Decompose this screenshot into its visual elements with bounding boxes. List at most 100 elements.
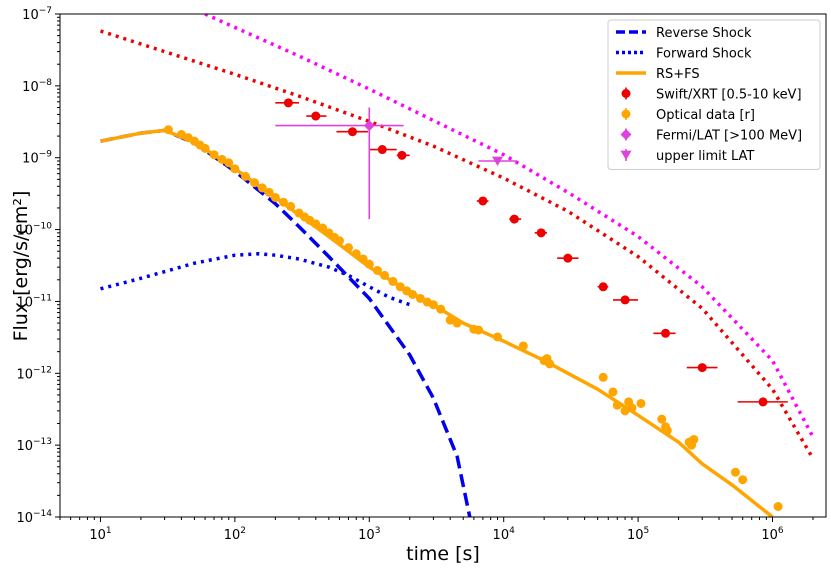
- optical-data-r-point: [452, 318, 462, 328]
- optical-data-r-point: [278, 197, 288, 207]
- optical-data-r-point: [395, 282, 405, 292]
- optical-data-r-point: [408, 289, 418, 299]
- x-tick-label: 105: [627, 526, 649, 543]
- optical-data-r-point: [518, 341, 528, 351]
- optical-data-r-point: [689, 434, 699, 444]
- optical-data-r-point: [358, 254, 368, 264]
- optical-data-r-point: [773, 501, 783, 511]
- optical-data-r-point: [620, 406, 630, 416]
- legend-swatch: [620, 149, 632, 161]
- legend-label: Reverse Shock: [656, 26, 752, 41]
- legend-label: Forward Shock: [656, 47, 752, 62]
- optical-data-r-point: [436, 304, 446, 314]
- swift-xrt-0-5-10-kev-series: [275, 98, 788, 407]
- legend-label: Swift/XRT [0.5-10 keV]: [656, 88, 802, 103]
- optical-data-r-point: [200, 143, 210, 153]
- y-tick-label: 10−12: [16, 365, 52, 382]
- optical-data-r-point: [657, 414, 667, 424]
- y-tick-label: 10−10: [16, 222, 52, 239]
- model-curve-4: [99, 29, 815, 460]
- legend-item-forward-shock: Forward Shock: [616, 47, 752, 62]
- optical-data-r-point: [311, 219, 321, 229]
- model-curve-5: [204, 14, 815, 438]
- legend-swatch: [621, 87, 631, 100]
- y-axis: 10−14 10−13 10−12 10−11 10−10 10−9 10−8 10−7: [16, 6, 60, 526]
- optical-data-r-series: [163, 125, 783, 511]
- legend-item-fermi-lat-100-mev: Fermi/LAT [>100 MeV]: [620, 128, 802, 144]
- optical-data-r-point: [636, 398, 646, 408]
- optical-data-r-point: [388, 276, 398, 286]
- x-tick-label: 104: [493, 526, 516, 543]
- swift-xrt-0-5-10-kev-point: [653, 328, 676, 338]
- swift-xrt-0-5-10-kev-point: [306, 111, 327, 121]
- x-tick-label: 103: [358, 526, 380, 543]
- swift-xrt-0-5-10-kev-point: [686, 363, 718, 373]
- x-axis: 101 102 103 104 105 106: [59, 517, 814, 543]
- optical-data-r-point: [474, 325, 484, 335]
- swift-xrt-0-5-10-kev-point: [509, 214, 522, 224]
- optical-data-r-point: [545, 359, 555, 369]
- optical-data-r-point: [415, 293, 425, 303]
- y-axis-label: Flux [erg/s/cm²]: [10, 191, 32, 342]
- optical-data-r-point: [163, 125, 173, 135]
- upper-limit-lat-point: [478, 156, 517, 166]
- legend-item-rs-fs: RS+FS: [616, 67, 700, 82]
- optical-data-r-point: [445, 315, 455, 325]
- swift-xrt-0-5-10-kev-point: [534, 228, 548, 238]
- legend-box: [607, 19, 821, 170]
- legend-label: RS+FS: [656, 67, 700, 82]
- plot-frame: [59, 13, 827, 518]
- swift-xrt-0-5-10-kev-point: [336, 127, 369, 137]
- optical-data-r-point: [598, 372, 608, 382]
- y-tick-label: 10−13: [16, 437, 52, 454]
- optical-data-r-point: [428, 300, 438, 310]
- legend-item-upper-limit-lat: upper limit LAT: [620, 149, 754, 164]
- optical-data-r-point: [612, 400, 622, 410]
- legend-item-optical-data-r: Optical data [r]: [621, 108, 755, 123]
- optical-data-r-point: [351, 249, 361, 259]
- legend-label: Fermi/LAT [>100 MeV]: [656, 129, 802, 144]
- y-tick-label: 10−9: [22, 150, 52, 167]
- y-tick-label: 10−8: [22, 78, 52, 95]
- y-tick-label: 10−11: [16, 293, 52, 310]
- optical-data-r-point: [318, 223, 328, 233]
- optical-data-r-point: [493, 332, 503, 342]
- y-tick-label: 10−14: [16, 509, 52, 526]
- optical-data-r-point: [380, 270, 390, 280]
- legend-label: upper limit LAT: [656, 149, 754, 164]
- optical-data-r-point: [264, 187, 274, 197]
- x-tick-label: 101: [89, 526, 111, 543]
- optical-data-r-point: [662, 425, 672, 435]
- swift-xrt-0-5-10-kev-point: [275, 98, 300, 108]
- swift-xrt-0-5-10-kev-point: [476, 196, 489, 206]
- optical-data-r-point: [286, 201, 296, 211]
- optical-data-r-point: [334, 236, 344, 246]
- swift-xrt-0-5-10-kev-point: [557, 253, 579, 263]
- x-tick-label: 102: [224, 526, 246, 543]
- optical-data-r-point: [217, 154, 227, 164]
- optical-data-r-point: [257, 183, 267, 193]
- legend-item-swift-xrt-0-5-10-kev: Swift/XRT [0.5-10 keV]: [621, 87, 802, 103]
- optical-data-r-point: [364, 259, 374, 269]
- swift-xrt-0-5-10-kev-point: [612, 295, 639, 305]
- optical-data-r-point: [372, 265, 382, 275]
- optical-data-r-point: [230, 164, 240, 174]
- legend-label: Optical data [r]: [656, 108, 755, 123]
- swift-xrt-0-5-10-kev-point: [369, 145, 397, 155]
- x-axis-label: time [s]: [406, 543, 480, 565]
- optical-data-r-point: [343, 243, 353, 253]
- optical-data-r-point: [176, 130, 186, 140]
- fermi-lat-100-mev-series: [275, 107, 404, 220]
- swift-xrt-0-5-10-kev-point: [597, 282, 609, 292]
- optical-data-r-point: [241, 171, 251, 181]
- optical-data-r-point: [250, 178, 260, 188]
- legend: Reverse Shock Forward Shock RS+FS Swift/XRT…: [607, 19, 821, 170]
- data-points: [163, 98, 788, 511]
- y-tick-label: 10−7: [22, 6, 52, 23]
- legend-item-reverse-shock: Reverse Shock: [616, 26, 752, 41]
- optical-data-r-point: [627, 403, 637, 413]
- swift-xrt-0-5-10-kev-point: [737, 397, 788, 407]
- optical-data-r-point: [209, 150, 219, 160]
- optical-data-r-point: [730, 467, 740, 477]
